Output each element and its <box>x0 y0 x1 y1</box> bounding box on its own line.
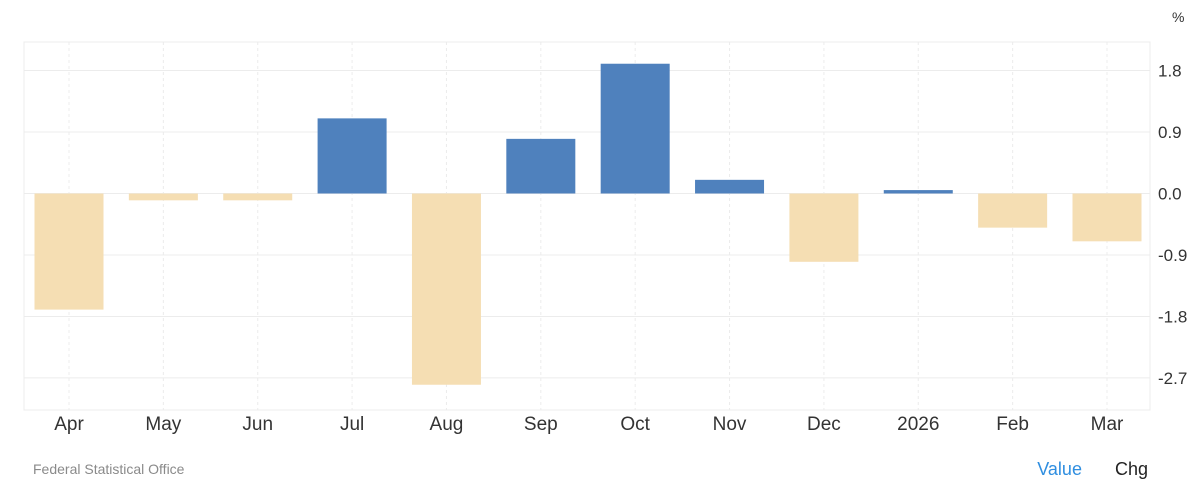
bar-may[interactable] <box>128 193 198 201</box>
bars-group <box>34 63 1142 385</box>
bar-mar[interactable] <box>1072 193 1142 242</box>
y-tick-label: 0.9 <box>1158 123 1182 142</box>
x-tick-label: Sep <box>524 414 558 435</box>
x-tick-label: Mar <box>1091 414 1124 435</box>
x-tick-label: Jun <box>242 414 273 435</box>
y-tick-label: -1.8 <box>1158 307 1187 326</box>
bar-dec[interactable] <box>789 193 859 262</box>
x-tick-label: Jul <box>340 414 364 435</box>
bar-aug[interactable] <box>411 193 481 385</box>
x-tick-label: Nov <box>713 414 747 435</box>
bar-2026[interactable] <box>883 190 953 194</box>
x-tick-label: Aug <box>430 414 464 435</box>
plot-frame <box>23 41 1151 411</box>
x-tick-label: Apr <box>54 414 84 435</box>
source-label: Federal Statistical Office <box>33 461 185 477</box>
bar-chart: 1.8 0.9 0.0 -0.9 -1.8 -2.7 Apr May Jun Jul Aug Sep… <box>23 9 1187 435</box>
y-tick-label: 1.8 <box>1158 62 1182 81</box>
bar-sep[interactable] <box>506 138 576 194</box>
value-tab[interactable]: Value <box>1037 459 1082 479</box>
y-axis-unit-label: % <box>1172 9 1184 25</box>
bar-apr[interactable] <box>34 193 104 310</box>
view-toggle: Value Chg <box>1009 459 1148 480</box>
bar-oct[interactable] <box>600 63 670 194</box>
x-tick-label: Oct <box>620 414 650 435</box>
x-tick-label: Feb <box>996 414 1029 435</box>
bar-jul[interactable] <box>317 118 387 194</box>
y-tick-label: 0.0 <box>1158 185 1182 204</box>
x-axis-ticks: Apr May Jun Jul Aug Sep Oct Nov Dec 2026 Feb Mar <box>54 414 1124 435</box>
y-axis-ticks: 1.8 0.9 0.0 -0.9 -1.8 -2.7 <box>1158 62 1187 388</box>
bar-nov[interactable] <box>695 179 765 194</box>
chg-tab[interactable]: Chg <box>1114 459 1148 479</box>
x-tick-label: May <box>145 414 181 435</box>
y-tick-label: -0.9 <box>1158 246 1187 265</box>
y-tick-label: -2.7 <box>1158 369 1187 388</box>
x-tick-label: Dec <box>807 414 841 435</box>
bar-jun[interactable] <box>223 193 293 201</box>
x-tick-label: 2026 <box>897 414 939 435</box>
bar-feb[interactable] <box>978 193 1048 228</box>
